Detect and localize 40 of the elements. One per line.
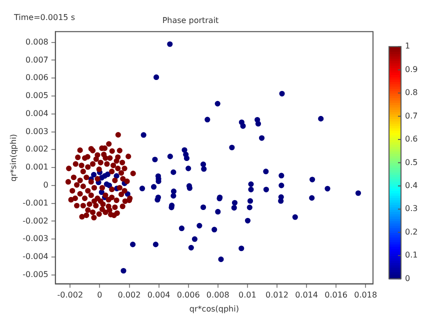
- x-tick-label: 0.012: [266, 290, 288, 300]
- chart-title: Phase portrait: [162, 16, 219, 25]
- color-bar-label: 0.2: [405, 227, 418, 236]
- color-bar-label: 0.1: [405, 250, 418, 260]
- x-tick-label: 0.014: [295, 290, 318, 300]
- x-tick-label: 0.016: [324, 290, 348, 300]
- color-bar-label: 0.6: [405, 134, 418, 144]
- y-tick-label: -0.004: [22, 252, 48, 262]
- y-tick-label: 0: [43, 180, 48, 190]
- color-bar-label: 0.4: [405, 181, 418, 190]
- x-tick-label: 0.004: [147, 290, 170, 300]
- color-bar-label: 0.3: [405, 204, 418, 214]
- color-bar-label: 0.9: [405, 64, 418, 74]
- x-tick-label: 0.006: [176, 290, 200, 300]
- y-tick-label: 0.006: [25, 73, 48, 82]
- x-tick-label: 0: [97, 290, 102, 300]
- x-tick-label: 0.002: [118, 290, 141, 300]
- color-bar-label: 0: [405, 274, 410, 283]
- y-tick-label: 0.008: [25, 37, 48, 46]
- y-tick-label: 0.001: [25, 162, 48, 172]
- y-tick-label: -0.005: [22, 270, 48, 279]
- y-axis-title: qr*sin(qphi): [8, 134, 18, 182]
- color-bar-label: 0.5: [405, 158, 418, 167]
- x-tick-label: -0.002: [57, 290, 84, 300]
- y-tick-label: 0.002: [25, 144, 48, 154]
- color-bar-label: 1: [405, 42, 410, 51]
- text: Time=0.0015 s: [13, 13, 75, 22]
- y-tick-label: 0.003: [25, 126, 48, 136]
- x-tick-label: 0.008: [206, 290, 230, 300]
- y-tick-label: -0.002: [22, 216, 48, 226]
- color-bar-label: 0.7: [405, 111, 418, 120]
- y-tick-label: -0.003: [22, 234, 48, 244]
- x-tick-label: 0.018: [354, 290, 378, 300]
- y-tick-label: -0.001: [22, 198, 48, 208]
- color-bar-label: 0.8: [405, 88, 418, 98]
- y-tick-label: 0.005: [25, 91, 48, 100]
- y-tick-label: 0.004: [25, 108, 48, 118]
- y-tick-label: 0.007: [25, 55, 48, 64]
- x-tick-label: 0.01: [238, 290, 256, 300]
- x-axis-title: qr*cos(qphi): [189, 304, 239, 314]
